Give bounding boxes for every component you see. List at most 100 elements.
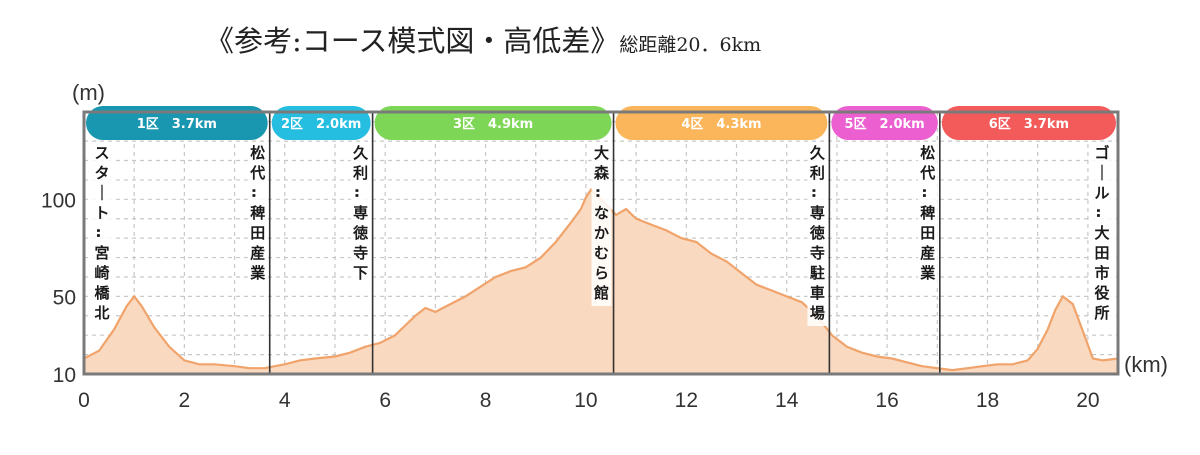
segment-label: 1区 3.7km — [137, 117, 217, 132]
checkpoint-label-char: ら — [594, 264, 609, 282]
checkpoint-label-bg — [247, 142, 268, 286]
checkpoint-label-char: ｜ — [1094, 164, 1109, 182]
checkpoint-labels: スタ｜ト‥宮崎橋北松代‥稗田産業久利‥専徳寺下大森‥なかむら館久利‥専徳寺駐車場… — [92, 142, 1112, 326]
checkpoint-label-char: 産 — [250, 244, 265, 262]
checkpoint-label-char: 大 — [594, 144, 609, 162]
checkpoint-label-char: 徳 — [352, 224, 368, 242]
checkpoint-label-char: ト — [94, 204, 109, 222]
checkpoint-label-char: 寺 — [353, 244, 368, 262]
y-tick-label: 100 — [41, 189, 76, 212]
segment-pill — [831, 106, 938, 140]
checkpoint-label-char: ｜ — [94, 184, 109, 202]
checkpoint-label-char: 代 — [919, 164, 935, 182]
x-tick-label: 14 — [775, 389, 799, 412]
checkpoint-label-bg — [591, 142, 612, 306]
segment-pill — [374, 106, 612, 140]
checkpoint-label-char: 場 — [810, 304, 825, 322]
checkpoint-label-char: ‥ — [593, 188, 611, 198]
y-tick-label: 10 — [53, 364, 76, 387]
segment-label: 2区 2.0km — [281, 117, 361, 132]
x-tick-label: 16 — [875, 389, 898, 412]
segment-label: 3区 4.9km — [453, 117, 533, 132]
x-axis-unit: (km) — [1124, 352, 1168, 377]
y-tick-label: 50 — [53, 286, 76, 309]
x-tick-label: 10 — [574, 389, 597, 412]
checkpoint-label-bg — [917, 142, 938, 286]
checkpoint-label-char: な — [594, 204, 609, 222]
axes: 0 2 4 6 8 10 12 14 16 18 20 10 50 100 — [41, 110, 1120, 412]
checkpoint-label-char: 利 — [353, 164, 368, 182]
checkpoint-label-char: ゴ — [1094, 144, 1109, 162]
checkpoint-label-char: 徳 — [809, 224, 825, 242]
checkpoint-label-char: 松 — [920, 144, 935, 162]
segment-label: 6区 3.7km — [989, 117, 1069, 132]
x-tick-label: 20 — [1076, 389, 1099, 412]
checkpoint-label-char: ス — [94, 144, 109, 162]
checkpoint-lines — [268, 112, 941, 374]
x-tick-label: 18 — [976, 389, 999, 412]
checkpoint-label-char: 下 — [353, 264, 368, 282]
segment-bar: 1区 3.7km 2区 2.0km 3区 4.9km 4区 4.3km 5区 2.0km… — [86, 106, 1116, 140]
checkpoint-label-char: 稗 — [920, 204, 935, 222]
checkpoint-label-bg — [350, 142, 371, 286]
checkpoint-label-char: 館 — [593, 284, 609, 302]
checkpoint-label-char: 田 — [920, 224, 935, 242]
checkpoint-label-char: 業 — [919, 264, 936, 282]
checkpoint-label-char: 専 — [353, 204, 368, 222]
checkpoint-label-char: 久 — [810, 144, 826, 162]
checkpoint-label-char: 車 — [810, 284, 825, 302]
checkpoint-label-char: タ — [94, 164, 109, 182]
segment-pill — [86, 106, 268, 140]
checkpoint-label-char: 橋 — [94, 284, 110, 302]
segment-pill — [941, 106, 1116, 140]
checkpoint-label-char: 松 — [250, 144, 265, 162]
x-tick-label: 0 — [78, 389, 90, 412]
checkpoint-label-char: 駐 — [810, 264, 825, 282]
checkpoint-label-char: ‥ — [919, 188, 937, 198]
checkpoint-label-char: 専 — [810, 204, 825, 222]
checkpoint-label-char: 業 — [249, 264, 266, 282]
checkpoint-label-char: 市 — [1094, 264, 1109, 282]
checkpoint-label-char: 北 — [94, 304, 109, 322]
checkpoint-label-char: 寺 — [810, 244, 825, 262]
plot-frame — [82, 110, 1120, 376]
checkpoint-label-char: ル — [1094, 184, 1109, 202]
checkpoint-label-bg — [807, 142, 828, 326]
checkpoint-label-char: 産 — [920, 244, 935, 262]
checkpoint-label-char: 森 — [594, 164, 610, 182]
checkpoint-label-char: 田 — [1094, 244, 1109, 262]
checkpoint-label-bg — [1092, 142, 1112, 326]
x-tick-label: 8 — [480, 389, 492, 412]
checkpoint-label-char: ‥ — [808, 188, 826, 198]
x-tick-label: 4 — [279, 389, 291, 412]
checkpoint-label-char: か — [594, 224, 609, 242]
checkpoint-label-char: 大 — [1094, 224, 1109, 242]
checkpoint-label-char: 所 — [1094, 304, 1109, 322]
checkpoint-label-char: 崎 — [94, 264, 109, 282]
checkpoint-label-char: 役 — [1094, 284, 1109, 302]
y-axis-unit: (m) — [72, 80, 105, 105]
title-text: 《参考:コース模式図・高低差》 — [205, 24, 620, 58]
x-tick-label: 6 — [379, 389, 391, 412]
checkpoint-label-char: 田 — [250, 224, 265, 242]
checkpoint-label-char: 利 — [810, 164, 825, 182]
segment-label: 5区 2.0km — [844, 117, 924, 132]
segment-pill — [615, 106, 828, 140]
checkpoint-label-char: む — [594, 244, 609, 262]
chart-title: 《参考:コース模式図・高低差》総距離20．6km — [205, 18, 761, 60]
checkpoint-label-bg — [92, 142, 112, 326]
checkpoint-label-char: 稗 — [250, 204, 265, 222]
checkpoint-label-char: ‥ — [93, 228, 111, 238]
checkpoint-label-char: ‥ — [1093, 208, 1111, 218]
checkpoint-label-char: 代 — [249, 164, 265, 182]
total-distance: 総距離20．6km — [619, 34, 762, 56]
segment-label: 4区 4.3km — [681, 117, 761, 132]
x-tick-label: 2 — [179, 389, 191, 412]
segment-pill — [271, 106, 371, 140]
checkpoint-label-char: ‥ — [352, 188, 370, 198]
x-tick-label: 12 — [675, 389, 698, 412]
checkpoint-label-char: ‥ — [249, 188, 267, 198]
checkpoint-label-char: 宮 — [94, 244, 109, 262]
checkpoint-label-char: 久 — [353, 144, 369, 162]
